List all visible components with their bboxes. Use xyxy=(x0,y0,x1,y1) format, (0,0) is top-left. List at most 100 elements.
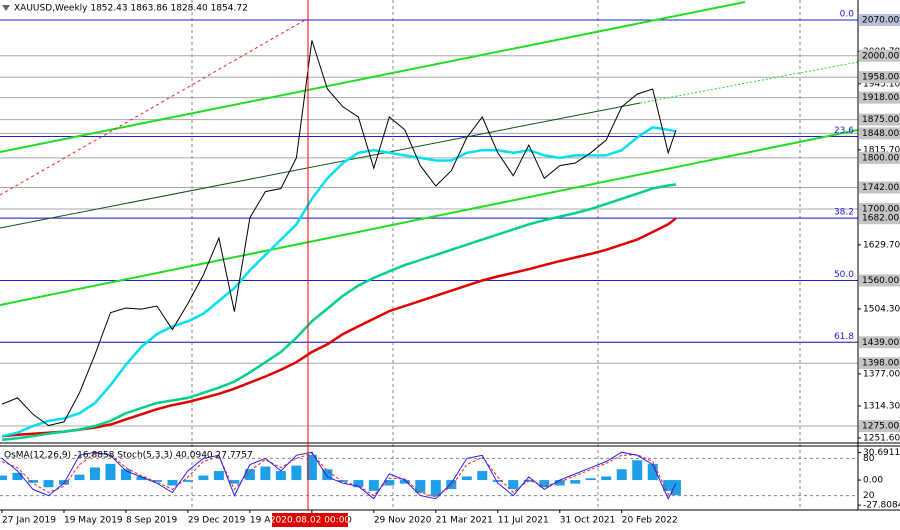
osma-bar xyxy=(43,480,54,488)
y-tick-label: 1504.30 xyxy=(863,304,900,314)
level-label-box xyxy=(859,357,900,370)
oscillator xyxy=(0,451,858,500)
symbol-icon xyxy=(2,5,10,11)
osma-bar xyxy=(570,480,581,484)
stoch-signal xyxy=(1,452,677,498)
period-separators xyxy=(191,0,801,510)
y-tick-label: 1815.70 xyxy=(863,145,900,155)
level-label: 1918.00 xyxy=(862,93,899,103)
osma-bar xyxy=(647,463,658,481)
level-label: 1682.00 xyxy=(862,214,899,224)
y-tick-label: 1377.00 xyxy=(863,369,900,379)
level-label: 1275.00 xyxy=(862,422,899,432)
stoch-tick-label: 20 xyxy=(863,491,875,501)
osma-bar xyxy=(585,478,596,481)
osma-tick-label: -27.8084 xyxy=(863,501,900,511)
osma-bar xyxy=(554,480,565,486)
levels xyxy=(0,19,858,427)
x-tick-label: 27 Jan 2019 xyxy=(2,516,56,526)
price-line xyxy=(1,40,677,427)
osma-bar xyxy=(136,476,147,481)
y-tick-label: 1945.10 xyxy=(863,79,900,89)
y-tick-label: 1629.70 xyxy=(863,240,900,250)
osma-bar xyxy=(446,480,457,490)
level-label-box xyxy=(859,113,900,126)
level-label: 1560.00 xyxy=(862,276,899,286)
level-label: 1958.00 xyxy=(862,73,899,83)
osma-bar xyxy=(461,476,472,481)
level-label-box xyxy=(859,127,900,140)
axes: 2008.701945.101815.701629.701504.301377.… xyxy=(1,10,900,526)
trendlines xyxy=(0,1,858,306)
x-tick-label: 29 Dec 2019 xyxy=(188,516,246,526)
osma-bar xyxy=(198,475,209,481)
level-label-box xyxy=(859,91,900,104)
osma-bar xyxy=(27,480,38,483)
level-label: 1875.00 xyxy=(862,115,899,125)
osma-bar xyxy=(368,480,379,491)
osma-bar xyxy=(353,480,364,488)
chart-title: XAUUSD,Weekly 1852.43 1863.86 1828.40 18… xyxy=(14,4,248,14)
osma-bar xyxy=(306,454,317,481)
osma-bar xyxy=(105,463,116,481)
x-tick-label: 31 Oct 2021 xyxy=(560,516,616,526)
level-label-box xyxy=(859,14,900,27)
moving-average xyxy=(1,125,677,438)
osma-bar xyxy=(213,471,224,481)
osma-bar xyxy=(167,480,178,486)
crosshair-label: 2020.08.02 00:00 xyxy=(270,516,351,526)
level-label: 2000.00 xyxy=(862,51,899,61)
price-area xyxy=(1,40,677,442)
level-label: 2070.00 xyxy=(862,16,899,26)
x-tick-label: 19 May 2019 xyxy=(64,516,123,526)
osma-bar xyxy=(477,471,488,481)
level-label-box xyxy=(859,181,900,194)
osma-bar xyxy=(430,480,441,497)
fib-label: 23.6 xyxy=(834,126,854,136)
fib-label: 50.0 xyxy=(834,270,854,280)
level-label-box xyxy=(859,49,900,62)
osma-bar xyxy=(492,480,503,482)
fib-label: 38.2 xyxy=(834,208,854,218)
osma-bar xyxy=(539,480,550,488)
level-label: 1742.00 xyxy=(862,183,899,193)
osma-bar xyxy=(670,480,681,496)
x-tick-label: 29 Nov 2020 xyxy=(374,516,432,526)
x-tick-label: 21 Mar 2021 xyxy=(436,516,493,526)
level-label: 1398.00 xyxy=(862,359,899,369)
osma-bar xyxy=(523,480,534,482)
fib-label: 61.8 xyxy=(834,332,854,342)
level-label-box xyxy=(859,202,900,215)
osma-bar xyxy=(616,469,627,481)
osma-bar xyxy=(322,469,333,481)
level-label-box xyxy=(859,336,900,349)
osma-bar xyxy=(0,475,7,481)
level-label: 1439.00 xyxy=(862,338,899,348)
osma-bar xyxy=(12,472,23,481)
x-tick-label: 20 Feb 2022 xyxy=(622,516,678,526)
osma-bar xyxy=(182,480,193,482)
moving-average xyxy=(1,217,677,438)
level-label-box xyxy=(859,151,900,164)
osma-bar xyxy=(415,480,426,493)
level-label-box xyxy=(859,274,900,287)
osma-bar xyxy=(384,480,395,486)
osma-bar xyxy=(508,480,519,490)
stoch-tick-label: 80 xyxy=(863,454,875,464)
osma-tick-label: 30.6911 xyxy=(863,448,900,458)
x-tick-label: 11 Jul 2021 xyxy=(498,516,549,526)
crosshair-label-box xyxy=(271,513,348,527)
x-tick-label: 8 Sep 2019 xyxy=(126,516,178,526)
level-label: 1700.00 xyxy=(862,204,899,214)
osma-bar xyxy=(632,460,643,481)
level-label-box xyxy=(859,71,900,84)
osma-bar xyxy=(291,465,302,481)
stoch-main xyxy=(1,451,677,500)
level-label: 1848.00 xyxy=(862,129,899,139)
level-label-box xyxy=(859,212,900,225)
y-tick-label: 1251.60 xyxy=(863,433,900,443)
osma-bar xyxy=(244,469,255,481)
osma-bar xyxy=(151,480,162,482)
